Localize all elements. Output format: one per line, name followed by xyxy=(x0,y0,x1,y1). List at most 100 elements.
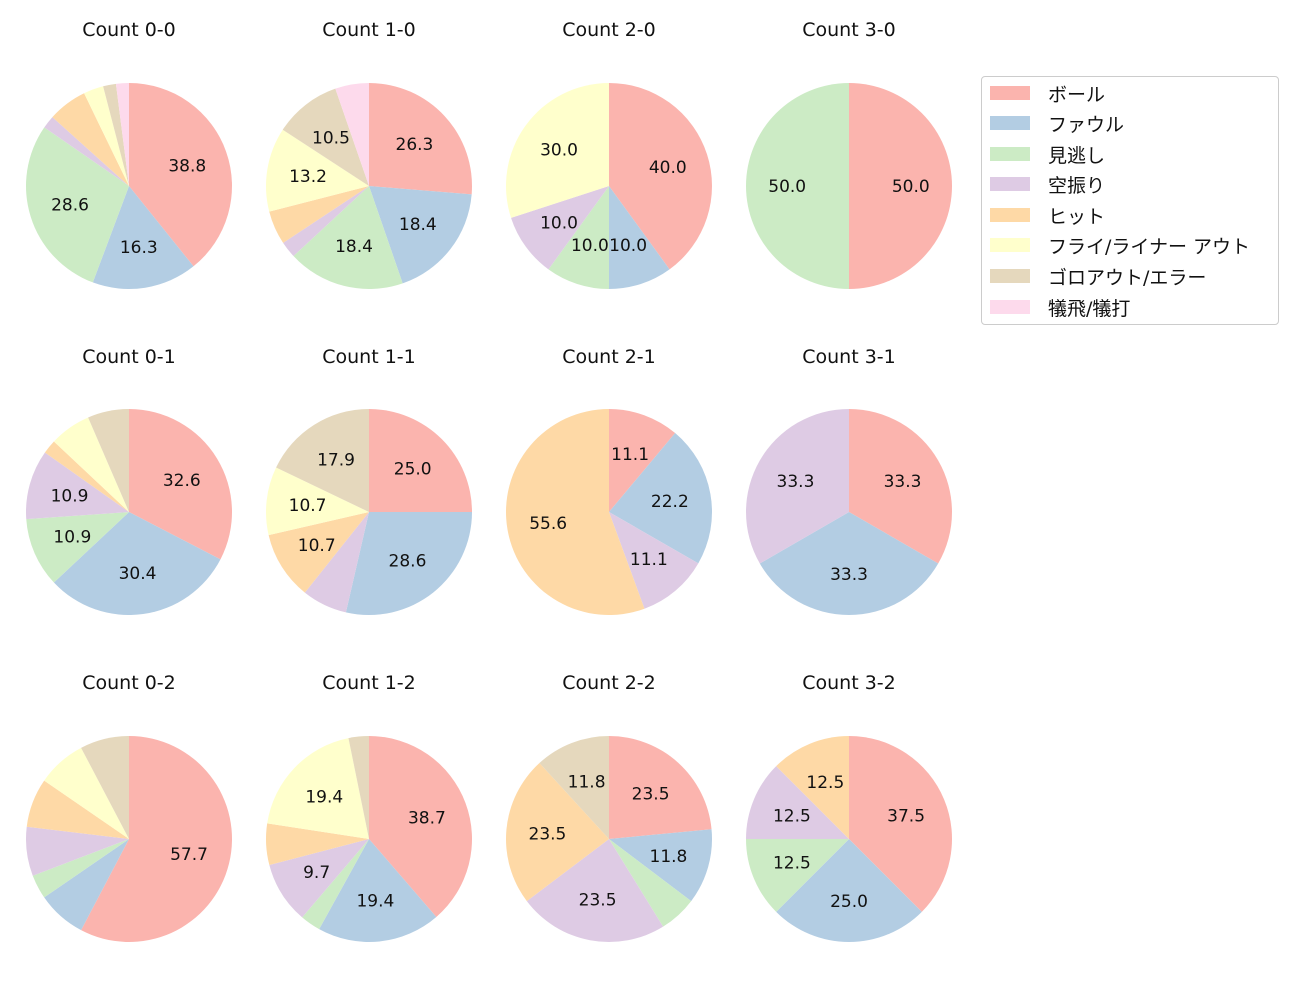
pie-count-1-2: Count 1-2 38.7 19.4 9.7 19.4 xyxy=(265,672,473,942)
pie-label-count-2-2-3: 23.5 xyxy=(579,891,617,911)
pie-title-count-2-0: Count 2-0 xyxy=(562,19,656,41)
pie-slice-count-0-2-5 xyxy=(44,747,129,839)
pie-count-2-0: Count 2-040.010.010.010.030.0 xyxy=(506,19,713,289)
pie-slice-count-0-1-3 xyxy=(26,452,129,520)
pie-slice-count-2-2-6 xyxy=(539,736,609,839)
pie-slice-count-3-1-1 xyxy=(759,512,939,615)
pie-label-count-1-2-0: 38.7 xyxy=(408,808,446,828)
pie-label-count-1-1-0: 25.0 xyxy=(394,459,432,479)
legend-label-foul: ファウル xyxy=(1048,113,1125,136)
pie-count-1-1: Count 1-1 25.0 28.6 10.7 10.7 17.9 xyxy=(265,346,472,615)
legend-swatch-ball xyxy=(990,86,1030,100)
pie-slice-count-3-0-0 xyxy=(849,83,952,289)
legend-swatch-flyout xyxy=(990,238,1030,252)
pie-slice-count-0-0-7 xyxy=(115,83,129,186)
pie-label-count-2-0-3: 10.0 xyxy=(540,213,578,233)
pie-slice-count-3-2-2 xyxy=(746,839,849,912)
pie-label-count-2-2-4: 23.5 xyxy=(529,824,567,844)
pie-slice-count-3-2-1 xyxy=(776,839,922,942)
pie-label-count-1-0-2: 18.4 xyxy=(335,237,373,257)
legend-label-called-strike: 見逃し xyxy=(1048,144,1106,167)
pie-slice-count-0-0-6 xyxy=(103,83,129,186)
pie-title-count-2-1: Count 2-1 xyxy=(562,346,656,368)
pie-title-count-0-2: Count 0-2 xyxy=(82,672,176,694)
pie-label-count-2-2-1: 11.8 xyxy=(650,847,688,867)
pie-label-count-1-0-1: 18.4 xyxy=(399,215,437,235)
legend-item-called-strike: 見逃し xyxy=(990,142,1106,167)
pie-slice-count-2-2-1 xyxy=(609,829,712,902)
pie-label-count-1-1-6: 17.9 xyxy=(317,451,355,471)
pie-slice-count-1-1-5 xyxy=(265,467,369,536)
pie-count-2-1: Count 2-1 11.1 22.2 11.1 55.6 xyxy=(505,346,713,615)
pie-slice-count-2-1-1 xyxy=(609,433,713,564)
pie-slice-count-1-1-4 xyxy=(268,512,369,593)
pie-slice-count-0-0-2 xyxy=(25,127,129,283)
pie-label-count-2-2-0: 23.5 xyxy=(632,784,670,804)
pie-label-count-3-0-0: 50.0 xyxy=(892,177,930,197)
legend-label-groundout: ゴロアウト/エラー xyxy=(1048,266,1207,289)
pie-slice-count-0-1-5 xyxy=(53,417,130,512)
legend-swatch-called-strike xyxy=(990,147,1030,161)
legend-item-sacrifice: 犠飛/犠打 xyxy=(990,295,1130,320)
pie-title-count-3-2: Count 3-2 xyxy=(802,672,896,694)
pie-label-count-1-2-3: 9.7 xyxy=(303,863,330,883)
pie-slice-count-0-2-6 xyxy=(81,736,129,839)
pie-slice-count-2-2-0 xyxy=(609,736,712,839)
legend-item-hit: ヒット xyxy=(990,203,1106,228)
pie-slice-count-0-1-4 xyxy=(44,441,130,512)
pie-count-0-2: Count 0-2 57.7 xyxy=(25,672,232,943)
pie-slice-count-0-0-3 xyxy=(44,117,130,186)
pie-slice-count-1-0-6 xyxy=(282,88,369,186)
pie-label-count-0-0-2: 28.6 xyxy=(51,195,89,215)
pie-slice-count-1-2-0 xyxy=(369,736,473,917)
pie-slice-count-1-2-3 xyxy=(269,839,369,918)
pie-slice-count-1-0-2 xyxy=(293,186,403,289)
pie-label-count-2-0-5: 30.0 xyxy=(540,141,578,161)
legend-item-flyout: フライ/ライナー アウト xyxy=(990,233,1251,258)
pie-label-count-2-1-3: 11.1 xyxy=(630,550,668,570)
pie-slice-count-0-0-0 xyxy=(129,83,232,267)
pie-label-count-1-2-1: 19.4 xyxy=(356,891,394,911)
pie-slice-count-1-1-3 xyxy=(304,512,369,613)
pie-label-count-3-2-0: 37.5 xyxy=(887,806,925,826)
pie-slice-count-2-1-0 xyxy=(609,409,676,512)
pie-slice-count-1-0-0 xyxy=(369,83,472,195)
pie-label-count-2-1-0: 11.1 xyxy=(611,445,649,465)
pie-slice-count-3-2-0 xyxy=(849,736,952,912)
legend-label-flyout: フライ/ライナー アウト xyxy=(1048,235,1251,258)
pie-slice-count-1-2-1 xyxy=(319,839,437,942)
pie-label-count-3-1-3: 33.3 xyxy=(777,472,815,492)
pie-slice-count-1-0-3 xyxy=(283,186,369,257)
legend-swatch-sacrifice xyxy=(990,300,1030,314)
pie-slice-count-0-1-2 xyxy=(26,512,130,583)
legend-swatch-groundout xyxy=(990,269,1030,283)
pie-label-count-2-0-0: 40.0 xyxy=(649,158,687,178)
pie-label-count-3-2-2: 12.5 xyxy=(773,854,811,874)
pie-slice-count-1-0-7 xyxy=(335,83,369,186)
pie-slice-count-0-2-3 xyxy=(25,826,129,876)
pie-slice-count-1-1-0 xyxy=(369,409,472,512)
pie-count-3-0: Count 3-0 50.0 50.0 xyxy=(746,19,952,289)
pie-title-count-1-2: Count 1-2 xyxy=(322,672,416,694)
pie-label-count-1-0-0: 26.3 xyxy=(396,135,434,155)
pie-count-0-0: Count 0-0 38.8 16.3 28.6 xyxy=(25,19,232,289)
pie-label-count-1-2-5: 19.4 xyxy=(305,787,343,807)
legend: ボール ファウル 見逃し 空振り ヒット フライ/ライナー アウト ゴロアウト/… xyxy=(981,76,1279,325)
pie-slice-count-2-0-3 xyxy=(511,186,609,270)
legend-item-ball: ボール xyxy=(990,81,1105,106)
pie-label-count-0-0-0: 38.8 xyxy=(168,156,206,176)
legend-swatch-foul xyxy=(990,116,1030,130)
legend-label-hit: ヒット xyxy=(1048,205,1106,228)
pie-slice-count-1-1-1 xyxy=(345,512,472,615)
pie-slice-count-3-2-3 xyxy=(746,766,849,839)
pie-count-0-1: Count 0-1 32.6 30.4 10.9 10.9 xyxy=(26,346,233,615)
pie-slice-count-0-0-4 xyxy=(52,93,129,186)
pie-title-count-2-2: Count 2-2 xyxy=(562,672,656,694)
pie-label-count-2-0-1: 10.0 xyxy=(609,236,647,256)
pie-title-count-3-0: Count 3-0 xyxy=(802,19,896,41)
pie-slice-count-1-0-4 xyxy=(269,186,369,243)
pie-label-count-3-2-1: 25.0 xyxy=(830,892,868,912)
pie-label-count-3-0-2: 50.0 xyxy=(768,177,806,197)
pie-slice-count-1-2-4 xyxy=(265,823,369,866)
